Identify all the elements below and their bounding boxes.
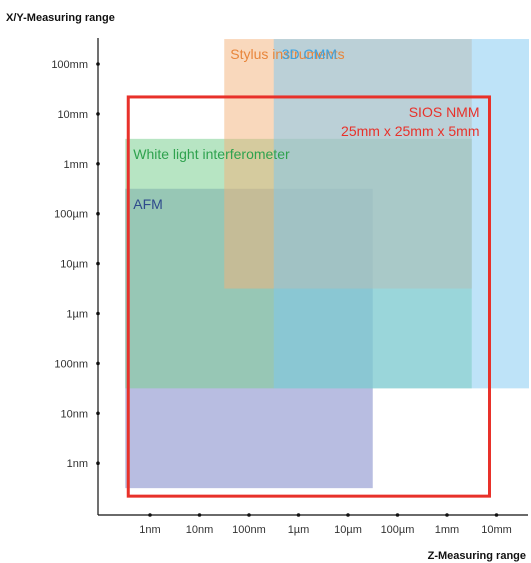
y-tick-label: 1nm	[67, 458, 88, 470]
y-tick-label: 1mm	[64, 159, 88, 171]
highlight-layer	[126, 95, 491, 498]
x-tick-mark	[197, 513, 202, 517]
x-tick-label: 1µm	[288, 524, 310, 536]
y-tick-label: 10nm	[60, 408, 88, 420]
y-axis-title: X/Y-Measuring range	[6, 12, 115, 24]
y-tick-label: 100nm	[54, 358, 88, 370]
x-tick-mark	[247, 513, 251, 517]
y-tick-label: 10µm	[60, 259, 88, 271]
x-tick-label: 100µm	[381, 524, 415, 536]
x-tick-label: 100nm	[232, 524, 266, 536]
y-tick-mark	[96, 311, 100, 316]
y-tick-label: 1µm	[66, 309, 88, 321]
3d-cmm-label: 3D CMM	[282, 46, 337, 62]
x-tick-label: 10mm	[481, 524, 512, 536]
axes-layer	[97, 38, 528, 516]
y-tick-mark	[96, 162, 100, 166]
y-tick-mark	[96, 211, 100, 216]
y-tick-mark	[96, 361, 100, 366]
y-tick-mark	[96, 62, 100, 66]
sios-nmm-outline	[126, 95, 491, 498]
x-axis-title: Z-Measuring range	[428, 550, 526, 562]
y-tick-label: 100mm	[51, 59, 88, 71]
sios-nmm-label: SIOS NMM	[409, 104, 480, 120]
stylus-instruments-label: Stylus instruments	[230, 46, 344, 62]
labels-layer: AFM White light interferometer Stylus inst…	[133, 46, 479, 212]
x-tick-mark	[395, 513, 400, 517]
afm-label: AFM	[133, 196, 163, 212]
x-tick-mark	[148, 513, 152, 517]
white-light-interferometer-label: White light interferometer	[133, 146, 290, 162]
x-tick-label: 10nm	[186, 524, 214, 536]
x-tick-mark	[494, 513, 499, 517]
y-tick-mark	[96, 411, 100, 416]
x-tick-mark	[346, 513, 350, 517]
x-tick-label: 1mm	[435, 524, 459, 536]
sios-nmm-detail: 25mm x 25mm x 5mm	[341, 123, 479, 139]
y-tick-label: 100µm	[54, 209, 88, 221]
x-tick-mark	[445, 513, 449, 517]
x-tick-mark	[296, 513, 301, 517]
y-tick-mark	[96, 112, 100, 116]
x-tick-label: 1nm	[139, 524, 160, 536]
y-tick-label: 10mm	[57, 109, 88, 121]
y-tick-mark	[96, 261, 100, 266]
x-tick-label: 10µm	[334, 524, 362, 536]
y-tick-mark	[96, 461, 100, 466]
ticks-layer: 1nm 10nm 100nm 1µm 10µm 100µm 1mm 10mm 100mm 10mm…	[51, 59, 511, 536]
